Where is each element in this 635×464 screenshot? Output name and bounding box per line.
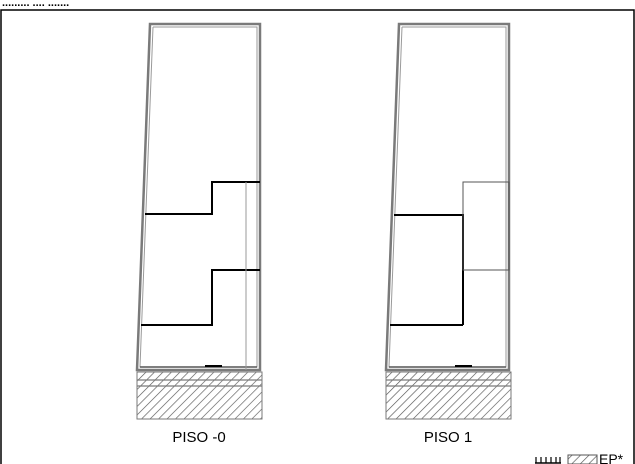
hatch-swatch-icon	[567, 454, 598, 464]
building-inner-outline	[139, 26, 258, 368]
stair-line-lower	[141, 269, 260, 326]
cropped-title: ......... .... .......	[2, 0, 69, 9]
hatched-foundation	[385, 371, 512, 420]
floor-plan-piso-0: PISO -0	[135, 22, 263, 446]
hatched-foundation	[136, 371, 263, 420]
stair-box	[462, 181, 510, 271]
stair-line-upper	[145, 181, 260, 215]
building-outline	[135, 22, 262, 372]
building-outline	[384, 22, 511, 372]
building-inner-outline	[388, 26, 507, 368]
legend-label-ep: EP*	[599, 451, 624, 464]
floor-plan-piso-1: PISO 1	[384, 22, 512, 446]
ruler-icon	[535, 457, 561, 464]
plan-label-piso-0: PISO -0	[172, 429, 225, 446]
stair-line-upper	[394, 214, 464, 230]
sheet-border	[0, 9, 635, 464]
plan-label-piso-1: PISO 1	[424, 429, 472, 446]
legend: EP*	[535, 451, 624, 464]
